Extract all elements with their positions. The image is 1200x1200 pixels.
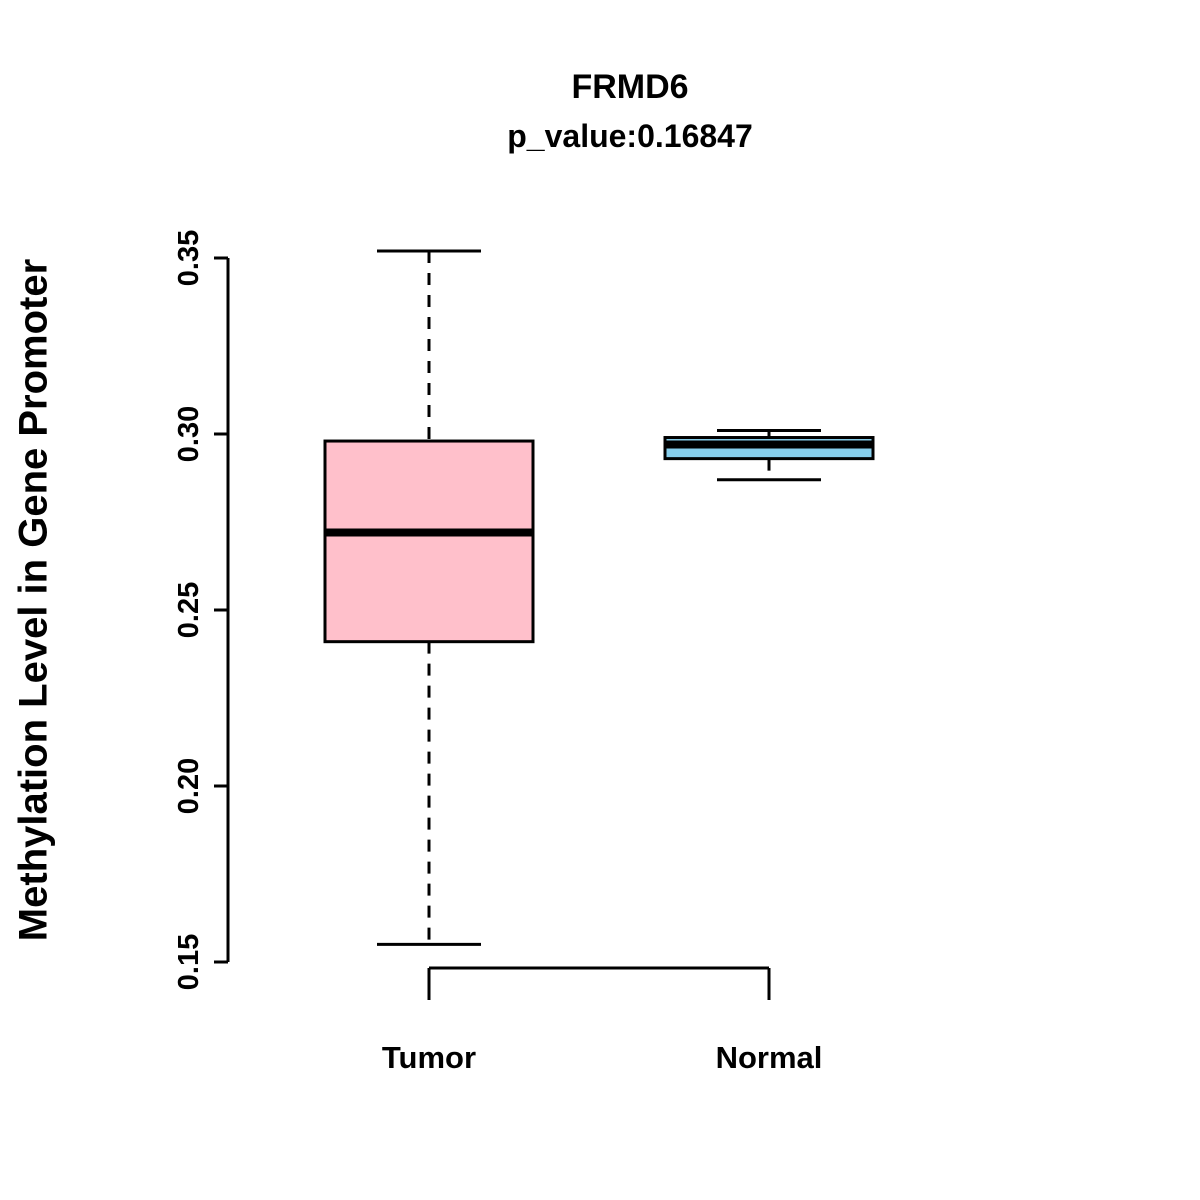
y-tick-label: 0.20 [173,758,205,814]
y-tick-label: 0.15 [173,934,205,990]
x-tick-label: Tumor [382,1040,476,1075]
y-tick-label: 0.25 [173,582,205,638]
box-tumor [323,439,535,644]
y-tick-label: 0.30 [173,406,205,462]
y-axis-label: Methylation Level in Gene Promoter [11,258,56,942]
chart-title: FRMD6 [571,68,689,106]
y-tick-label: 0.35 [173,230,205,286]
chart-subtitle: p_value:0.16847 [507,118,753,154]
x-tick-label: Normal [716,1040,823,1075]
